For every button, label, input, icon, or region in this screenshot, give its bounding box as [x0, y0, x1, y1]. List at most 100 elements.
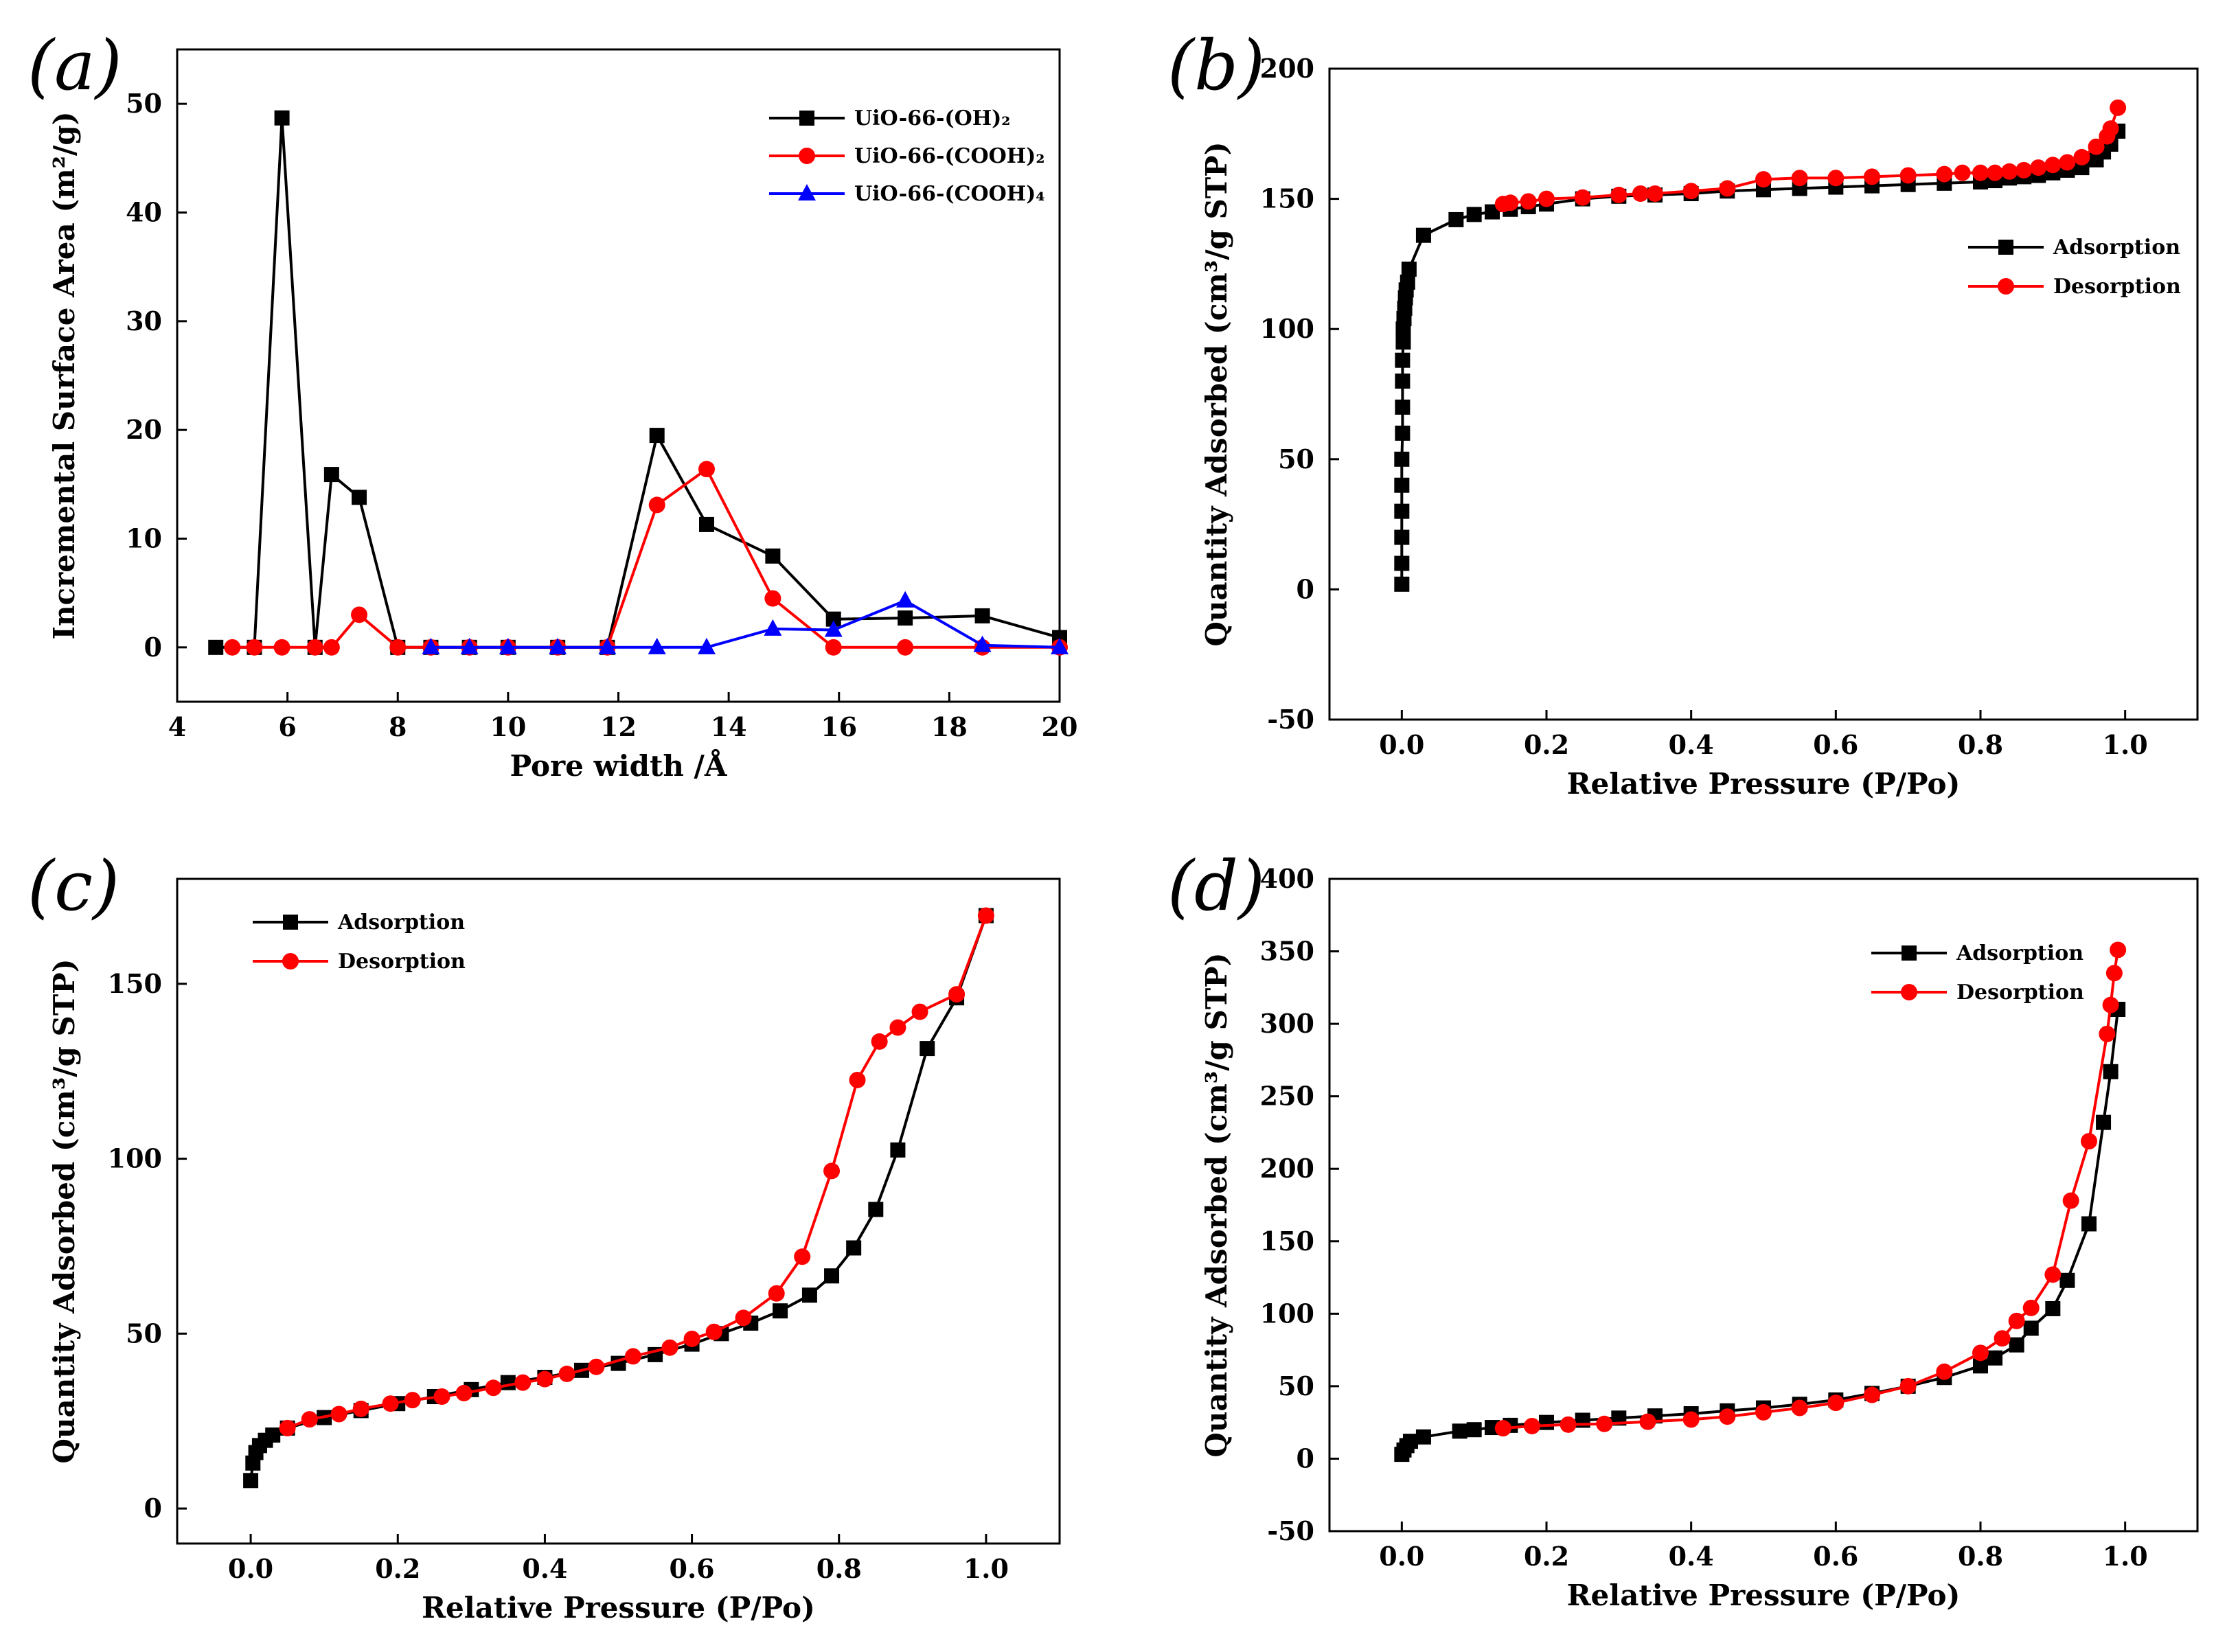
- legend-marker: [1902, 945, 1917, 961]
- legend-marker: [283, 915, 298, 930]
- data-point: [824, 1268, 840, 1284]
- data-point: [352, 1400, 369, 1417]
- data-point: [323, 467, 339, 483]
- data-point: [2001, 163, 2018, 180]
- legend-label: UiO-66-(OH)₂: [854, 106, 1010, 130]
- x-tick-label: 0.6: [1813, 1541, 1858, 1572]
- data-point: [911, 1003, 928, 1020]
- data-point: [306, 639, 323, 656]
- data-point: [1051, 637, 1069, 654]
- data-point: [824, 620, 843, 637]
- data-point: [1402, 1434, 1418, 1449]
- data-point: [1520, 193, 1537, 210]
- data-point: [208, 639, 224, 655]
- data-point: [2073, 148, 2090, 165]
- data-point: [598, 637, 617, 654]
- x-tick-label: 0.8: [1958, 1541, 2003, 1572]
- data-point: [1395, 425, 1411, 441]
- panel-label-d: (d): [1167, 846, 1265, 926]
- x-tick-label: 0.4: [522, 1553, 567, 1584]
- x-tick-label: 20: [1042, 711, 1078, 742]
- data-point: [2044, 157, 2062, 174]
- data-point: [849, 1071, 866, 1088]
- data-point: [1973, 1358, 1988, 1374]
- x-axis-label-d: Relative Pressure (P/Po): [1567, 1579, 1961, 1612]
- y-axis-label-d: Quantity Adsorbed (cm³/g STP): [1200, 952, 1233, 1457]
- data-point: [889, 1019, 906, 1036]
- data-point: [1864, 168, 1880, 185]
- panel-a: (a) 4 6 8 10 12 14 16 18 20 0 10 20 30 40 50 Pore width …: [27, 25, 1077, 783]
- x-tick-label: 0.6: [1813, 729, 1858, 760]
- series-d-1: [1494, 941, 2127, 1437]
- data-point: [1523, 1417, 1540, 1434]
- data-point: [1395, 352, 1411, 368]
- y-tick-label: 20: [126, 414, 162, 445]
- data-point: [705, 1323, 722, 1340]
- x-tick-label: 0.8: [1958, 729, 2003, 760]
- data-point: [1755, 1403, 1772, 1421]
- data-point: [2081, 1216, 2097, 1232]
- data-point: [2009, 1337, 2024, 1353]
- x-tick-label: 0.2: [1524, 729, 1569, 760]
- y-tick-label: 400: [1260, 863, 1314, 894]
- data-point: [1899, 1377, 1917, 1395]
- series-c-0: [243, 908, 994, 1489]
- data-point: [1972, 1344, 1989, 1362]
- data-point: [1719, 1408, 1736, 1425]
- data-point: [273, 639, 290, 656]
- x-tick-label: 1.0: [963, 1553, 1009, 1584]
- x-tick-label: 0.4: [1669, 1541, 1714, 1572]
- y-tick-label: 0: [144, 1493, 162, 1524]
- x-tick-label: 0.2: [375, 1553, 420, 1584]
- x-tick-label: 10: [490, 711, 526, 742]
- data-point: [301, 1411, 318, 1428]
- data-point: [1987, 1350, 2003, 1366]
- data-point: [2059, 154, 2076, 171]
- data-point: [1539, 1414, 1554, 1430]
- data-point: [825, 639, 842, 656]
- data-point: [1827, 1395, 1845, 1412]
- data-point: [920, 1041, 935, 1057]
- series-line: [1503, 107, 2119, 206]
- data-point: [352, 490, 367, 505]
- data-point: [1791, 170, 1808, 187]
- y-tick-label: 150: [1260, 1226, 1314, 1257]
- data-point: [1394, 529, 1410, 545]
- data-point: [648, 496, 665, 514]
- data-point: [558, 1365, 575, 1382]
- data-point: [514, 1374, 532, 1391]
- data-point: [1596, 1415, 1613, 1432]
- data-point: [1574, 189, 1591, 206]
- series-line: [1503, 950, 2120, 1430]
- y-tick-label: 40: [126, 197, 162, 228]
- y-tick-label: 150: [1260, 183, 1314, 214]
- panel-b: (b) 0.0 0.2 0.4 0.6 0.8 1.0 -50 0 50 100 150 200 Rela…: [1167, 25, 2199, 801]
- data-point: [1466, 1422, 1482, 1438]
- y-axis-label-b: Quantity Adsorbed (cm³/g STP): [1200, 141, 1233, 646]
- y-tick-label: 0: [1297, 573, 1314, 604]
- data-point: [1972, 164, 1989, 181]
- data-point: [1395, 334, 1411, 350]
- legend-a: UiO-66-(OH)₂ UiO-66-(COOH)₂ UiO-66-(COOH)₄: [769, 106, 1044, 206]
- x-tick-label: 8: [389, 711, 407, 742]
- data-point: [1827, 170, 1845, 187]
- data-point: [1647, 185, 1663, 203]
- data-point: [765, 548, 781, 564]
- legend-label: UiO-66-(COOH)₄: [854, 182, 1044, 206]
- data-point: [1755, 171, 1772, 188]
- data-point: [265, 1427, 281, 1443]
- data-point: [2096, 1114, 2112, 1130]
- legend-marker: [1901, 984, 1917, 1000]
- legend-label: Adsorption: [337, 910, 465, 934]
- data-point: [2023, 1320, 2039, 1336]
- y-tick-label: 100: [1260, 1298, 1314, 1329]
- data-point: [973, 635, 992, 652]
- data-point: [974, 608, 990, 623]
- x-axis-label-a: Pore width /Å: [510, 748, 728, 783]
- data-point: [661, 1339, 678, 1356]
- data-point: [455, 1384, 472, 1401]
- legend-marker: [282, 953, 299, 970]
- series-a-2: [422, 590, 1069, 654]
- data-point: [1682, 1411, 1700, 1428]
